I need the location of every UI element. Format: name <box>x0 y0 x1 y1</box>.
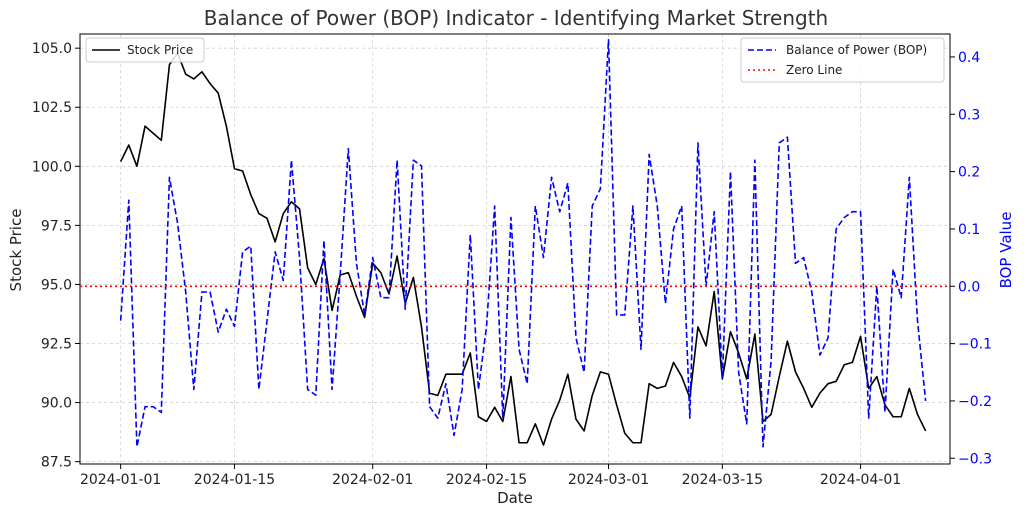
y-axis-left-label: Stock Price <box>7 209 25 292</box>
chart-title: Balance of Power (BOP) Indicator - Ident… <box>204 6 828 30</box>
x-tick-label: 2024-02-15 <box>446 472 527 488</box>
x-tick-label: 2024-01-01 <box>80 472 161 488</box>
y-left-tick-label: 90.0 <box>41 396 72 412</box>
x-axis-label: Date <box>497 489 533 507</box>
x-tick-label: 2024-01-15 <box>194 472 275 488</box>
legend-right-box <box>740 37 945 83</box>
series-balance-of-power-bop-line <box>119 38 927 448</box>
y-left-tick-label: 92.5 <box>41 337 72 353</box>
legend-right: Balance of Power (BOP) Zero Line <box>740 37 945 83</box>
legend-label-balance-of-power-bop: Balance of Power (BOP) <box>786 43 927 57</box>
y-axis-right-label: BOP Value <box>997 212 1015 289</box>
y-left-tick-label: 95.0 <box>41 277 72 293</box>
legend-label-stock-price: Stock Price <box>127 43 193 57</box>
y-right-tick-label: 0.3 <box>958 107 980 123</box>
y-left-tick-label: 97.5 <box>41 218 72 234</box>
x-tick-label: 2024-03-15 <box>682 472 763 488</box>
y-left-tick-label: 100.0 <box>32 159 72 175</box>
y-right-tick-label: −0.3 <box>958 451 992 467</box>
y-right-tick-label: 0.2 <box>958 165 980 181</box>
y-left-tick-label: 87.5 <box>41 455 72 471</box>
y-right-tick-label: −0.2 <box>958 394 992 410</box>
x-tick-label: 2024-02-01 <box>332 472 413 488</box>
series-stock-price-line <box>119 52 927 446</box>
y-right-tick-label: 0.4 <box>958 50 980 66</box>
y-right-tick-label: 0.1 <box>958 222 980 238</box>
y-left-tick-label: 105.0 <box>32 41 72 57</box>
plot-frame <box>79 33 951 465</box>
legend-label-zero-line: Zero Line <box>786 63 842 77</box>
y-right-tick-label: −0.1 <box>958 337 992 353</box>
x-tick-label: 2024-03-01 <box>568 472 649 488</box>
y-left-tick-label: 102.5 <box>32 100 72 116</box>
legend-left: Stock Price <box>85 37 205 63</box>
x-tick-label: 2024-04-01 <box>820 472 901 488</box>
legend-left-box <box>85 37 205 63</box>
grid-lines <box>80 34 950 464</box>
y-right-tick-label: 0.0 <box>958 279 980 295</box>
